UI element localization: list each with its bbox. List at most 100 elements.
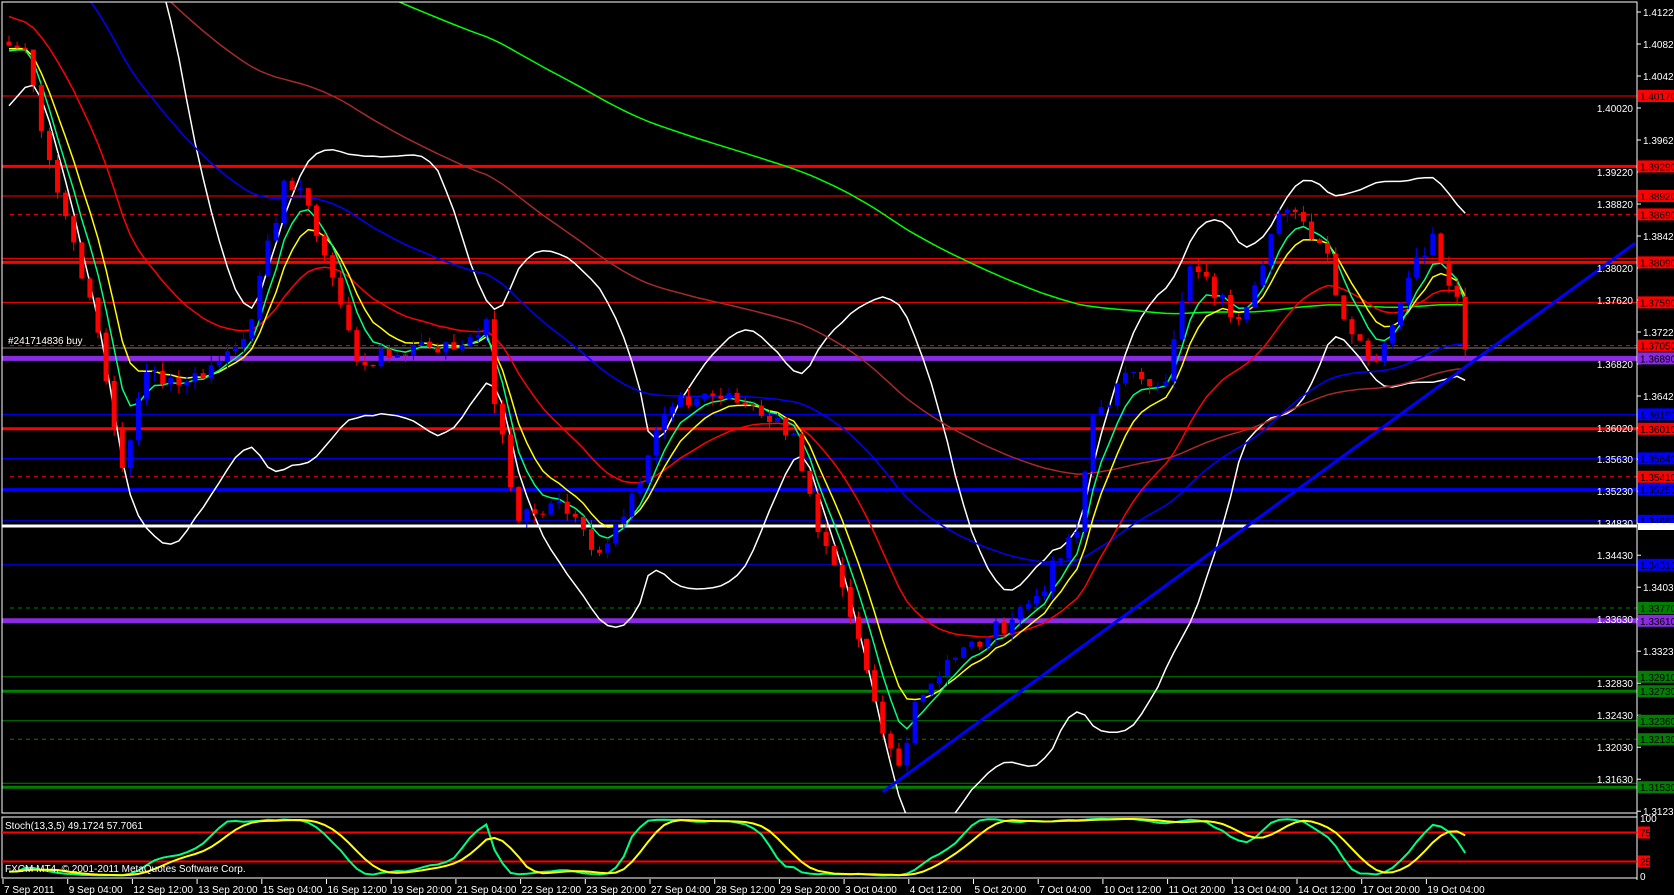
price-label-box	[1638, 558, 1674, 571]
candle-body	[394, 354, 400, 358]
candle-body	[1414, 257, 1420, 278]
price-tick-label: 1.31230	[1643, 807, 1674, 818]
price-tick-label: 1.41220	[1643, 8, 1674, 19]
candle-body	[864, 638, 870, 671]
price-label-box	[1638, 523, 1674, 530]
candle-body	[499, 404, 505, 435]
candle-body	[289, 180, 295, 191]
candle-body	[1066, 537, 1072, 559]
price-tick-label: 1.40420	[1643, 72, 1674, 83]
candle-body	[653, 429, 659, 456]
candle-body	[1187, 266, 1193, 301]
price-label-text: 1.39290	[1640, 162, 1674, 173]
candle-body	[38, 85, 44, 131]
candle-body	[1357, 334, 1363, 341]
candle-body	[1195, 266, 1201, 272]
candle-body	[95, 297, 101, 333]
price-axis[interactable]: 1.41220 1.40820 1.40420 1.40020 1.39620 1.392…	[1597, 2, 1674, 880]
time-tick-label: 29 Sep 20:00	[780, 885, 840, 895]
candle-body	[22, 47, 28, 50]
price-label-box	[1638, 296, 1674, 309]
ma-brown-line	[169, 2, 1466, 475]
price-label-box	[1638, 90, 1674, 102]
candle-body	[1090, 415, 1096, 472]
candle-body	[775, 417, 781, 423]
price-tick-label: 1.34430	[1597, 551, 1634, 562]
price-label-text: 1.35640	[1640, 454, 1674, 465]
candle-body	[1042, 591, 1048, 596]
candle-body	[176, 377, 182, 385]
candle-body	[427, 341, 433, 347]
price-label-text: 1.40170	[1640, 92, 1674, 103]
candle-body	[1244, 307, 1250, 320]
stoch-label: Stoch(13,3,5) 49.1724 57.7061	[5, 821, 143, 832]
candle-body	[686, 396, 692, 406]
time-axis[interactable]: 7 Sep 2011 9 Sep 04:00 12 Sep 12:00 13 Sep …	[2, 879, 1485, 895]
price-label-text: 1.34860	[1640, 517, 1674, 528]
candle-body	[402, 354, 408, 356]
time-tick-label: 15 Sep 04:00	[263, 885, 323, 895]
candle-body	[103, 332, 109, 382]
price-tick-label: 1.38020	[1597, 264, 1634, 275]
candle-body	[726, 392, 732, 399]
price-label-text: 1.38690	[1640, 210, 1674, 221]
candle-body	[936, 676, 942, 684]
price-label-text: 1.35410	[1640, 473, 1674, 484]
candle-body	[1236, 317, 1242, 320]
candle-body	[1074, 532, 1080, 538]
price-tick-label: 1.31630	[1597, 775, 1634, 786]
candle-body	[1001, 621, 1007, 634]
candle-body	[233, 346, 239, 352]
candle-body	[1220, 294, 1225, 299]
candle-body	[87, 278, 93, 298]
order-label[interactable]: #241714836 buy	[8, 336, 83, 347]
stoch-level-box	[1638, 826, 1650, 839]
price-tick-label: 1.32030	[1597, 743, 1634, 754]
stoch-main-line	[8, 817, 1467, 877]
candle-body	[6, 41, 12, 46]
candle-body	[63, 192, 69, 217]
price-tick-label: 1.36020	[1597, 424, 1634, 435]
price-label-box	[1638, 208, 1674, 221]
price-label-box	[1638, 352, 1674, 365]
price-label-text: 1.32360	[1640, 717, 1674, 728]
candle-body	[742, 402, 748, 405]
candle-body	[1341, 295, 1347, 320]
candle-body	[168, 377, 174, 385]
candle-body	[1325, 243, 1331, 254]
price-label-text: 1.38090	[1640, 258, 1674, 269]
candle-body	[985, 637, 991, 647]
price-label-text: 1.36190	[1640, 410, 1674, 421]
candle-body	[791, 433, 797, 436]
candle-body	[508, 434, 514, 488]
candle-body	[111, 381, 117, 428]
price-tick-label: 1.37620	[1597, 296, 1634, 307]
price-tick-label: 1.35630	[1597, 455, 1634, 466]
candle-body	[904, 743, 910, 766]
candle-body	[944, 660, 950, 677]
candle-body	[1131, 372, 1137, 373]
candle-body	[1033, 596, 1039, 605]
price-tick-label: 1.32830	[1597, 679, 1634, 690]
candle-body	[710, 393, 716, 396]
candle-body	[1349, 319, 1355, 335]
candle-body	[216, 361, 222, 366]
price-label-text: 1.33770	[1640, 604, 1674, 615]
price-label-box	[1638, 256, 1674, 269]
price-label-box	[1638, 685, 1674, 698]
candle-body	[491, 319, 497, 404]
candle-body	[1017, 608, 1023, 620]
candle-body	[888, 733, 894, 749]
price-tick-label: 1.33230	[1643, 647, 1674, 658]
candle-body	[1268, 233, 1274, 266]
candle-body	[1211, 276, 1217, 299]
candle-body	[1284, 209, 1290, 214]
candle-body	[386, 348, 392, 358]
price-tick-label: 1.40020	[1597, 104, 1634, 115]
stoch-axis-label: 0	[1640, 872, 1646, 883]
candle-body	[1317, 239, 1323, 244]
candle-body	[1381, 343, 1387, 362]
candle-body	[1300, 212, 1306, 222]
